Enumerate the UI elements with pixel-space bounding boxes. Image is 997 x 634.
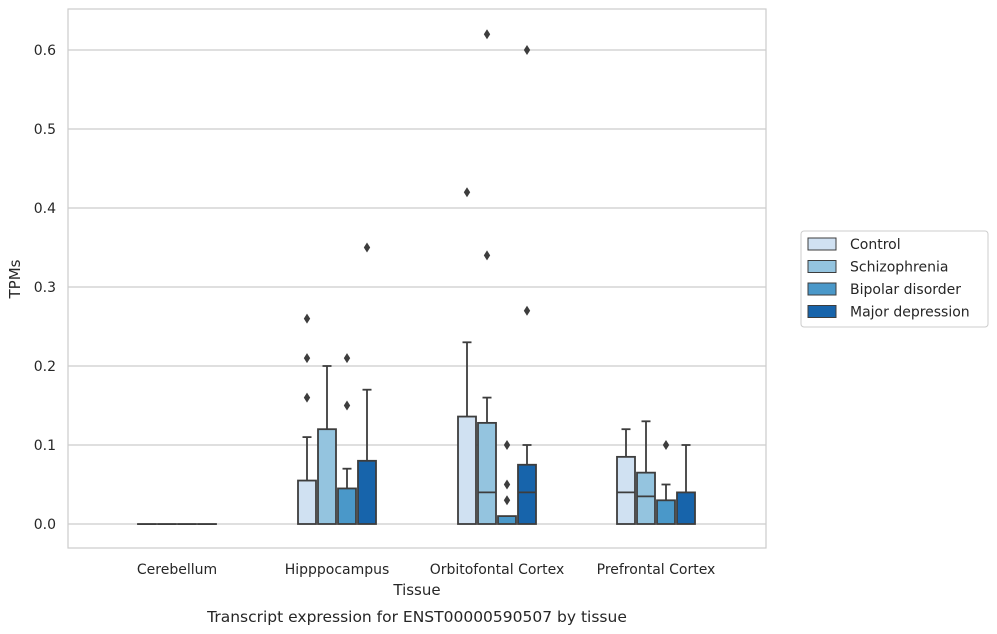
outlier-point <box>463 187 471 198</box>
outlier-point <box>523 305 531 316</box>
y-tick-label: 0.4 <box>34 201 56 217</box>
outlier-point <box>483 29 491 40</box>
box <box>317 428 337 525</box>
x-axis-ticks: Cerebellum Hipppocampus Orbitofontal Corte… <box>137 562 715 578</box>
plot-frame <box>67 8 767 549</box>
box-3-3 <box>676 444 696 525</box>
outlier-point <box>523 45 531 55</box>
box-3-2 <box>656 440 676 525</box>
box-3-1 <box>636 420 656 525</box>
legend-label: Bipolar disorder <box>850 282 961 298</box>
box-3-0 <box>616 428 636 525</box>
legend-swatch <box>807 282 837 296</box>
legend-frame <box>800 230 989 328</box>
outlier-point <box>303 353 311 364</box>
legend-label: Control <box>850 237 901 253</box>
legend: Control Schizophrenia Bipolar disorder Majo… <box>800 230 989 328</box>
outlier-point <box>503 495 511 506</box>
outlier-point <box>343 353 351 364</box>
y-tick-label: 0.3 <box>34 280 56 296</box>
y-axis-ticks: 0.0 0.1 0.2 0.3 0.4 0.5 0.6 <box>34 43 56 533</box>
legend-swatch <box>807 237 837 251</box>
chart-caption: Transcript expression for ENST0000059050… <box>206 608 627 626</box>
outlier-point <box>303 392 311 403</box>
outlier-point <box>503 440 511 450</box>
box-1-1 <box>317 365 337 525</box>
box-2-2 <box>497 440 517 525</box>
legend-swatch <box>807 260 837 273</box>
x-tick-label: Orbitofontal Cortex <box>430 562 565 578</box>
box <box>337 487 357 525</box>
x-tick-label: Prefrontal Cortex <box>597 562 716 578</box>
y-axis-label: TPMs <box>6 259 24 299</box>
box-2-0 <box>457 187 477 525</box>
x-tick-label: Hipppocampus <box>285 562 390 578</box>
y-tick-label: 0.2 <box>34 359 56 375</box>
box <box>676 491 696 525</box>
box <box>517 463 537 525</box>
grid-lines <box>68 49 766 525</box>
box-1-2 <box>337 353 357 525</box>
box <box>497 515 517 525</box>
box-1-3 <box>357 242 377 525</box>
box <box>656 499 676 525</box>
y-tick-label: 0.6 <box>34 43 56 59</box>
box-plot-area <box>137 29 696 526</box>
box-1-0 <box>297 313 317 525</box>
legend-swatch <box>807 305 837 318</box>
y-tick-label: 0.1 <box>34 438 56 454</box>
y-tick-label: 0.5 <box>34 122 56 138</box>
outlier-point <box>662 440 670 450</box>
box-2-1 <box>477 29 497 525</box>
box <box>457 415 477 525</box>
x-tick-label: Cerebellum <box>137 562 217 578</box>
box-2-3 <box>517 45 537 525</box>
legend-label: Major depression <box>850 305 970 321</box>
outlier-point <box>483 250 491 261</box>
box <box>357 459 377 525</box>
box <box>616 455 636 525</box>
legend-label: Schizophrenia <box>850 260 948 276</box>
outlier-point <box>303 313 311 324</box>
y-tick-label: 0.0 <box>34 517 56 533</box>
outlier-point <box>503 479 511 490</box>
outlier-point <box>363 242 371 253</box>
x-axis-label: Tissue <box>392 581 440 599</box>
box <box>297 479 317 525</box>
box <box>636 471 656 525</box>
box <box>477 421 497 525</box>
outlier-point <box>343 400 351 411</box>
